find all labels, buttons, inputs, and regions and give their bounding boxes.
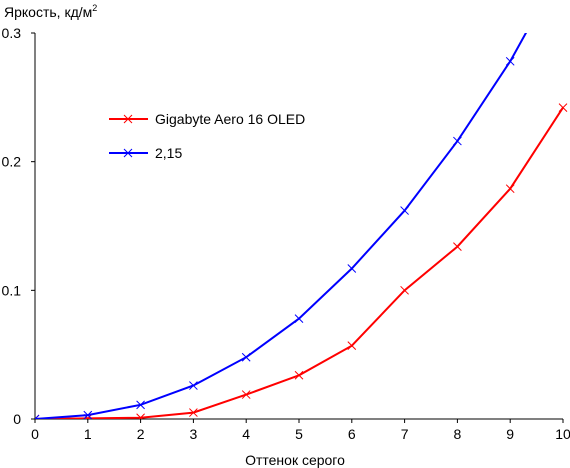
x-tick-label: 3 — [190, 426, 198, 442]
y-axis-title: Яркость, кд/м2 — [4, 3, 97, 20]
data-point-marker — [347, 341, 357, 351]
x-tick-label: 10 — [555, 426, 570, 442]
data-point-marker — [558, 103, 568, 112]
data-point-marker — [400, 206, 409, 215]
x-tick-label: 0 — [31, 426, 39, 442]
series-line — [35, 33, 528, 419]
x-tick-label: 8 — [454, 426, 462, 442]
data-point-marker — [294, 370, 304, 380]
data-point-marker — [136, 400, 145, 410]
series-0 — [35, 103, 568, 419]
axes — [34, 33, 563, 420]
series-layer — [35, 33, 568, 419]
series-1 — [35, 33, 528, 419]
legend: Gigabyte Aero 16 OLED 2,15 — [109, 111, 305, 161]
x-axis-title: Оттенок серого — [245, 452, 345, 468]
y-ticks: 0 0.1 0.2 0.3 — [2, 25, 35, 427]
legend-label: Gigabyte Aero 16 OLED — [155, 111, 305, 127]
legend-item: 2,15 — [109, 145, 182, 161]
data-point-marker — [347, 264, 357, 273]
x-tick-label: 7 — [401, 426, 409, 442]
y-tick-label: 0 — [13, 411, 21, 427]
legend-label: 2,15 — [155, 145, 182, 161]
data-point-marker — [123, 148, 133, 158]
x-tick-label: 2 — [137, 426, 145, 442]
y-tick-label: 0.3 — [2, 25, 22, 41]
x-tick-label: 6 — [348, 426, 356, 442]
series-line — [35, 107, 564, 419]
data-point-marker — [35, 414, 40, 419]
x-tick-label: 5 — [295, 426, 303, 442]
data-point-marker — [400, 285, 409, 295]
x-tick-label: 9 — [506, 426, 514, 442]
data-point-marker — [241, 352, 251, 362]
x-tick-label: 1 — [84, 426, 92, 442]
data-point-marker — [294, 314, 304, 323]
data-point-marker — [83, 410, 93, 419]
data-point-marker — [453, 136, 462, 146]
y-tick-label: 0.2 — [2, 154, 22, 170]
y-tick-label: 0.1 — [2, 282, 22, 298]
data-point-marker — [123, 114, 133, 124]
data-point-marker — [505, 184, 515, 194]
legend-item: Gigabyte Aero 16 OLED — [109, 111, 305, 127]
x-tick-label: 4 — [242, 426, 250, 442]
x-ticks: 0 1 2 3 4 5 6 7 8 9 10 — [31, 419, 570, 442]
data-point-marker — [136, 413, 145, 419]
data-point-marker — [189, 408, 198, 417]
data-point-marker — [241, 390, 251, 399]
data-point-marker — [453, 242, 462, 251]
data-point-marker — [505, 56, 515, 66]
data-point-marker — [189, 381, 198, 390]
